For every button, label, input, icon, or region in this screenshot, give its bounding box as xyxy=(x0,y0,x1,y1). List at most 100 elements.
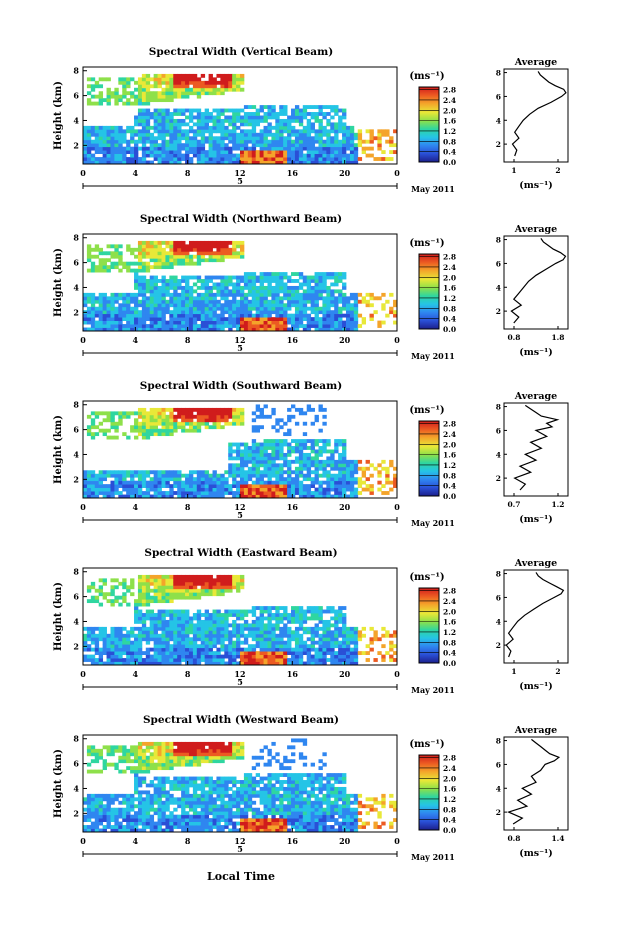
heatmap-cell xyxy=(134,157,139,161)
heatmap-cell xyxy=(196,160,202,165)
heatmap-cell xyxy=(200,651,206,655)
heatmap-cell xyxy=(106,244,111,249)
heatmap-cell xyxy=(173,143,178,148)
heatmap-cell xyxy=(247,658,253,662)
heatmap-cell xyxy=(114,254,119,259)
heatmap-cell xyxy=(330,313,335,318)
heatmap-cell xyxy=(122,299,127,304)
heatmap-cell xyxy=(267,640,272,645)
heatmap-cell xyxy=(334,466,339,471)
heatmap-cell xyxy=(114,244,119,249)
heatmap-cell xyxy=(141,244,147,249)
heatmap-cell xyxy=(137,258,143,263)
heatmap-cell xyxy=(204,491,210,495)
heatmap-cell xyxy=(145,299,151,304)
heatmap-cell xyxy=(326,640,331,645)
heatmap-cell xyxy=(192,644,198,649)
heatmap-cell xyxy=(185,261,190,266)
colorbar-tick-label: 2.4 xyxy=(443,96,456,105)
heatmap-cell xyxy=(283,105,288,109)
heatmap-cell xyxy=(259,623,264,628)
heatmap-cell xyxy=(188,299,194,304)
heatmap-cell xyxy=(90,807,96,812)
heatmap-cell xyxy=(137,644,143,649)
heatmap-cell xyxy=(353,647,359,652)
heatmap-cell xyxy=(322,658,327,662)
heatmap-cell xyxy=(334,105,339,109)
heatmap-cell xyxy=(114,139,119,144)
heatmap-cell xyxy=(338,108,343,113)
heatmap-cell xyxy=(126,411,131,416)
heatmap-cell xyxy=(118,658,123,662)
heatmap-cell xyxy=(141,425,147,430)
heatmap-cell xyxy=(145,80,151,85)
heatmap-cell xyxy=(224,418,229,423)
heatmap-cell xyxy=(342,466,347,471)
heatmap-cell xyxy=(161,609,166,614)
heatmap-cell xyxy=(157,285,162,290)
heatmap-cell xyxy=(267,633,272,638)
heatmap-cell xyxy=(259,143,264,148)
heatmap-cell xyxy=(200,324,206,328)
heatmap-cell xyxy=(240,254,245,259)
heatmap-cell xyxy=(110,494,115,499)
x-tick-label: 16 xyxy=(287,502,299,512)
heatmap-cell xyxy=(271,303,276,308)
heatmap-cell xyxy=(110,143,115,148)
heatmap-cell xyxy=(94,640,100,645)
heatmap-cell xyxy=(83,797,88,802)
heatmap-cell xyxy=(86,585,92,590)
heatmap-cell xyxy=(240,143,245,148)
heatmap-cell xyxy=(294,654,300,659)
heatmap-cell xyxy=(102,153,107,158)
heatmap-cell xyxy=(200,143,206,148)
heatmap-cell xyxy=(236,588,241,593)
heatmap-cell xyxy=(141,327,147,332)
heatmap-cell xyxy=(86,157,92,161)
heatmap-cell xyxy=(243,317,249,321)
heatmap-cell xyxy=(275,289,280,294)
heatmap-cell xyxy=(114,637,119,642)
heatmap-cell xyxy=(188,428,194,433)
heatmap-cell xyxy=(263,132,268,137)
heatmap-cell xyxy=(177,77,182,82)
heatmap-cell xyxy=(342,115,347,120)
heatmap-cell xyxy=(185,411,190,416)
heatmap-cell xyxy=(130,139,135,144)
heatmap-cell xyxy=(306,118,312,123)
heatmap-cell xyxy=(122,592,127,597)
heatmap-cell xyxy=(247,644,253,649)
heatmap-cell xyxy=(137,484,143,488)
heatmap-cell xyxy=(279,425,284,430)
heatmap-cell xyxy=(169,244,174,249)
heatmap-cell xyxy=(208,87,213,92)
heatmap-cell xyxy=(251,157,257,161)
heatmap-cell xyxy=(338,644,343,649)
heatmap-cell xyxy=(106,428,111,433)
heatmap-cell xyxy=(216,588,221,593)
heatmap-cell xyxy=(165,87,170,92)
heatmap-cell xyxy=(334,463,339,468)
heatmap-cell xyxy=(177,626,182,631)
heatmap-cell xyxy=(255,306,261,311)
heatmap-cell xyxy=(330,630,335,635)
colorbar-tick-label: 0.8 xyxy=(443,471,456,480)
heatmap-cell xyxy=(192,296,198,301)
heatmap-cell xyxy=(94,477,100,482)
heatmap-cell xyxy=(173,407,178,412)
heatmap-cell xyxy=(141,599,147,604)
heatmap-cell xyxy=(283,136,288,141)
heatmap-cell xyxy=(361,470,367,475)
heatmap-cell xyxy=(294,136,300,141)
heatmap-cell xyxy=(314,480,319,485)
heatmap-cell xyxy=(220,407,225,412)
heatmap-cell xyxy=(122,261,127,266)
heatmap-cell xyxy=(326,630,331,635)
heatmap-cell xyxy=(338,473,343,478)
heatmap-cell xyxy=(94,818,100,822)
heatmap-cell xyxy=(302,324,308,328)
heatmap-cell xyxy=(200,480,206,485)
heatmap-cell xyxy=(83,640,88,645)
heatmap-cell xyxy=(94,150,100,154)
heatmap-cell xyxy=(334,320,339,325)
